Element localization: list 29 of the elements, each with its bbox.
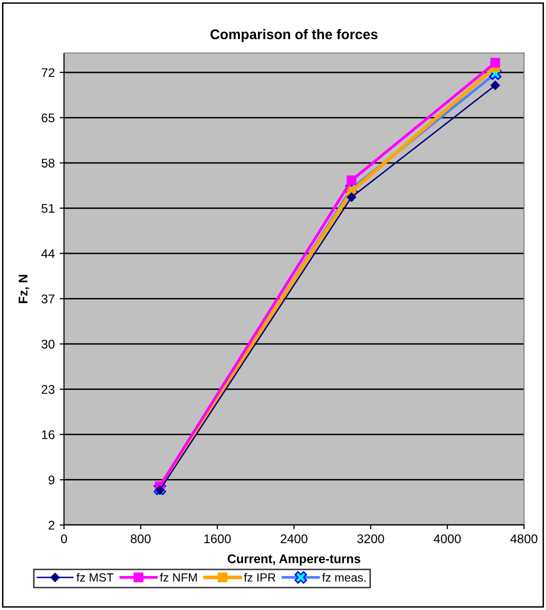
y-tick-label: 16 [42,430,54,440]
y-tick-label: 37 [42,294,54,304]
legend-label: fz meas. [322,573,366,582]
point [490,80,500,90]
y-tick-label: 44 [41,249,55,258]
x-tick-label: 2400 [280,534,308,544]
x-tick-label: 800 [130,534,151,544]
x-tick-label: 3200 [357,534,384,544]
legend-label: fz IPR [244,573,276,582]
y-tick-label: 2 [48,520,54,530]
y-tick-label: 65 [42,113,54,122]
y-tick-label: 23 [42,385,54,394]
point [490,58,500,68]
y-tick-label: 9 [48,476,54,484]
x-tick-label: 4000 [434,534,461,544]
legend-label: fz MST [76,573,114,582]
y-axis-title: Fz, N [18,274,30,304]
x-tick-label: 4800 [510,534,538,544]
y-tick-label: 72 [42,68,54,77]
y-tick-label: 51 [42,204,54,213]
point [346,192,356,202]
x-tick-label: 1600 [204,534,231,544]
y-tick-label: 30 [42,340,54,349]
y-tick-label: 58 [42,158,54,168]
chart-title: Comparison of the forces [210,29,378,42]
x-tick-label: 0 [61,534,67,544]
x-axis-title: Current, Ampere-turns [228,554,360,566]
point [346,176,356,186]
legend-label: fz NFM [160,573,197,582]
